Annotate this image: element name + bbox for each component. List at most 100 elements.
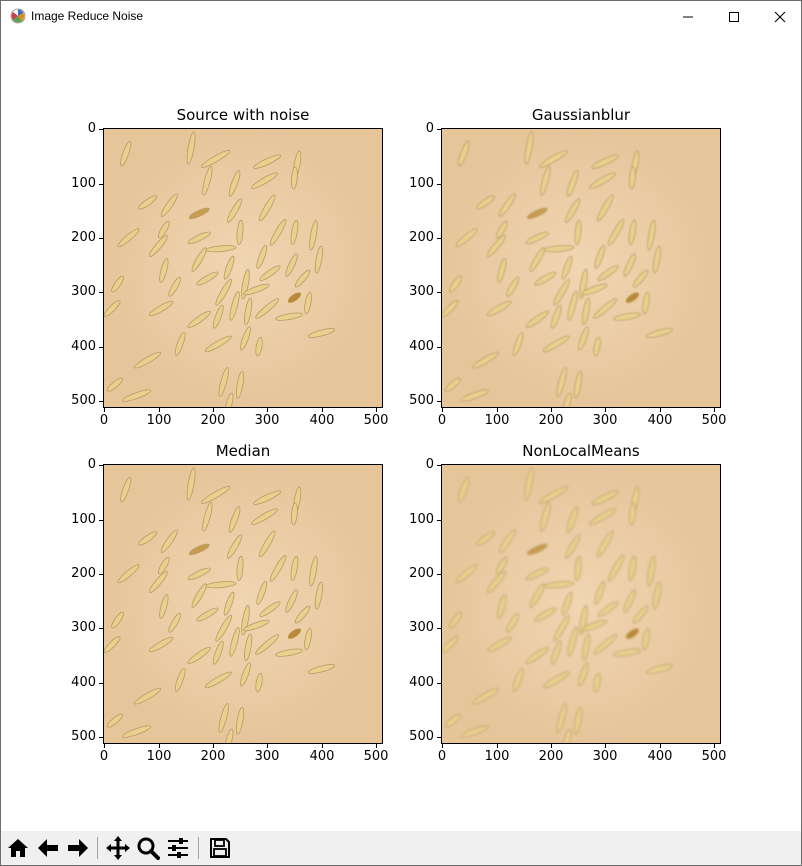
rice-grain bbox=[224, 728, 234, 743]
configure-subplots-button[interactable] bbox=[164, 834, 192, 862]
back-button[interactable] bbox=[34, 834, 62, 862]
rice-grain bbox=[542, 335, 570, 353]
maximize-button[interactable] bbox=[711, 1, 757, 32]
rice-grain bbox=[291, 166, 298, 190]
rice-grain bbox=[235, 706, 245, 735]
y-tick-mark bbox=[99, 737, 103, 738]
rice-grain bbox=[106, 377, 123, 392]
rice-grain bbox=[258, 530, 276, 558]
rice-grain bbox=[158, 220, 170, 239]
home-icon bbox=[8, 839, 28, 857]
rice-grain bbox=[196, 271, 219, 286]
rice-grain bbox=[223, 255, 235, 280]
rice-grain bbox=[223, 591, 235, 616]
rice-grain bbox=[613, 648, 641, 657]
rice-grain bbox=[578, 662, 589, 687]
image-axes[interactable] bbox=[441, 464, 721, 744]
close-button[interactable] bbox=[757, 1, 801, 32]
x-tick-mark bbox=[551, 744, 552, 748]
rice-grain bbox=[187, 310, 211, 328]
image-background bbox=[104, 129, 382, 407]
x-tick-label: 200 bbox=[200, 749, 226, 764]
rice-grain bbox=[579, 268, 588, 300]
y-tick-mark bbox=[99, 129, 103, 130]
rice-grain bbox=[202, 501, 213, 532]
y-tick-label: 0 bbox=[425, 121, 434, 136]
x-tick-mark bbox=[376, 408, 377, 412]
rice-grain bbox=[566, 170, 579, 197]
image-axes[interactable] bbox=[103, 128, 383, 408]
rice-grain bbox=[191, 247, 207, 272]
zoom-button[interactable] bbox=[134, 834, 162, 862]
pan-button[interactable] bbox=[104, 834, 132, 862]
rice-grain bbox=[540, 501, 551, 532]
x-tick-mark bbox=[213, 408, 214, 412]
image-background bbox=[104, 465, 382, 743]
y-tick-mark bbox=[99, 465, 103, 466]
rice-grain bbox=[472, 351, 499, 369]
rice-grain bbox=[582, 633, 591, 662]
forward-button[interactable] bbox=[64, 834, 92, 862]
rice-grain bbox=[226, 198, 243, 223]
rice-grain bbox=[251, 508, 278, 525]
rice-grain bbox=[486, 300, 512, 317]
image-axes[interactable] bbox=[441, 128, 721, 408]
rice-grain bbox=[240, 662, 251, 687]
home-button[interactable] bbox=[4, 834, 32, 862]
rice-grain bbox=[159, 594, 169, 619]
rice-grain bbox=[498, 529, 516, 553]
y-tick-label: 0 bbox=[425, 457, 434, 472]
rice-grain bbox=[218, 367, 229, 397]
rice-grain bbox=[526, 543, 548, 556]
figure-canvas[interactable]: Source with noise 0 100 200 300 400 500 0 100 200… bbox=[1, 32, 801, 831]
y-tick-label: 200 bbox=[71, 230, 96, 245]
rice-grain bbox=[174, 667, 186, 692]
rice-grain bbox=[104, 300, 121, 317]
y-tick-mark bbox=[99, 683, 103, 684]
x-tick-label: 100 bbox=[484, 749, 510, 764]
rice-grain bbox=[455, 228, 478, 248]
x-tick-label: 300 bbox=[254, 413, 280, 428]
y-tick-mark bbox=[99, 574, 103, 575]
dark-rice-grain bbox=[625, 628, 639, 639]
rice-grain bbox=[526, 207, 548, 220]
title-bar[interactable]: Image Reduce Noise bbox=[1, 1, 801, 32]
rice-grain bbox=[574, 219, 582, 245]
rice-grains-image bbox=[442, 465, 720, 743]
rice-grain bbox=[573, 370, 583, 399]
rice-grain bbox=[308, 328, 336, 338]
minimize-button[interactable] bbox=[665, 1, 711, 32]
x-tick-mark bbox=[104, 408, 105, 412]
rice-grain bbox=[512, 667, 524, 692]
y-tick-label: 300 bbox=[409, 284, 434, 299]
rice-grain bbox=[285, 253, 298, 277]
save-button[interactable] bbox=[206, 834, 234, 862]
image-axes[interactable] bbox=[103, 464, 383, 744]
rice-grain bbox=[138, 195, 157, 210]
rice-grain bbox=[188, 543, 210, 556]
rice-grain bbox=[120, 476, 132, 503]
close-icon bbox=[774, 11, 786, 22]
rice-grain bbox=[497, 258, 507, 283]
rice-grain bbox=[308, 664, 336, 674]
rice-grain bbox=[241, 604, 250, 636]
rice-grain bbox=[632, 605, 649, 624]
x-tick-label: 400 bbox=[647, 413, 673, 428]
rice-grain bbox=[628, 555, 637, 581]
window-title: Image Reduce Noise bbox=[31, 9, 144, 23]
rice-grain bbox=[241, 268, 250, 300]
rice-grain bbox=[196, 607, 219, 622]
rice-grain bbox=[187, 646, 211, 664]
rice-grain bbox=[158, 556, 170, 575]
rice-grain bbox=[562, 392, 572, 407]
y-tick-label: 0 bbox=[87, 121, 96, 136]
x-tick-mark bbox=[376, 744, 377, 748]
rice-grain bbox=[525, 231, 549, 244]
rice-grain bbox=[224, 392, 234, 407]
rice-grain bbox=[534, 271, 557, 286]
rice-grain bbox=[486, 636, 512, 653]
rice-grain bbox=[594, 580, 606, 605]
x-tick-mark bbox=[442, 744, 443, 748]
matplotlib-app-icon bbox=[10, 8, 26, 24]
rice-grain bbox=[200, 485, 231, 504]
